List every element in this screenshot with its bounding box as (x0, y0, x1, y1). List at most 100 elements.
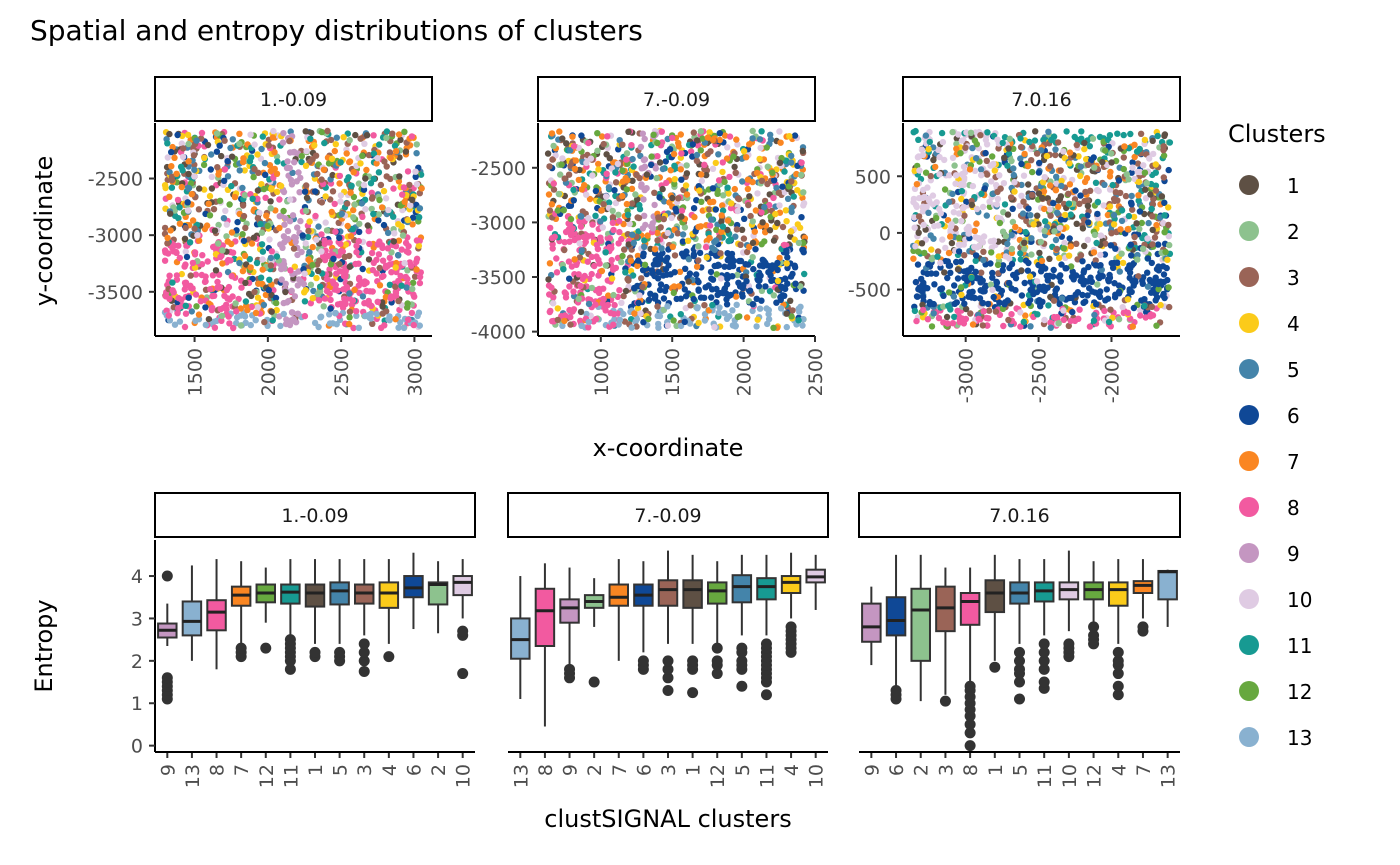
legend-key-6 (1239, 405, 1259, 425)
box-cluster-8 (206, 559, 227, 670)
scatter-point (554, 207, 561, 214)
scatter-point (915, 136, 922, 143)
scatter-point (957, 258, 965, 265)
scatter-point (350, 206, 357, 214)
scatter-point (1131, 233, 1138, 241)
scatter-point (630, 239, 637, 247)
scatter-point (1160, 174, 1168, 181)
scatter-point (1115, 288, 1123, 295)
scatter-point (738, 290, 746, 297)
scatter-point (979, 299, 987, 307)
scatter-point (620, 292, 627, 300)
scatter-point (732, 233, 739, 240)
scatter-point (297, 217, 304, 225)
scatter-point (945, 289, 953, 296)
scatter-point (416, 273, 424, 281)
scatter-point (989, 269, 996, 277)
scatter-point (1137, 312, 1144, 319)
scatter-point (321, 237, 328, 244)
box-cluster-5 (1009, 559, 1030, 705)
scatter-point (642, 221, 649, 229)
scatter-point (399, 232, 407, 239)
legend-key-9 (1239, 543, 1259, 563)
scatter-point (355, 237, 362, 245)
outlier-point (1014, 693, 1025, 705)
scatter-point (181, 263, 188, 270)
scatter-point (567, 313, 574, 321)
scatter-point (395, 252, 402, 259)
scatter-point (566, 275, 573, 282)
scatter-point (370, 259, 377, 266)
scatter-point (972, 234, 979, 241)
box-iqr (861, 602, 882, 643)
scatter-point (556, 128, 563, 135)
scatter-point (581, 272, 588, 280)
scatter-point (239, 184, 246, 192)
scatter-point (660, 295, 668, 302)
scatter-point (326, 320, 334, 327)
scatter-point (763, 144, 770, 151)
scatter-point (1060, 245, 1068, 252)
scatter-point (409, 285, 416, 293)
scatter-point (318, 128, 326, 136)
scatter-point (362, 206, 369, 213)
scatter-point (769, 169, 776, 176)
scatter-point (952, 180, 959, 187)
scatter-point (746, 243, 753, 251)
scatter-point (1020, 239, 1028, 246)
scatter-point (1008, 260, 1016, 268)
outlier-point (1014, 655, 1025, 667)
scatter-point (1084, 161, 1092, 168)
x-tick-label: 12 (707, 764, 729, 788)
scatter-point (745, 201, 752, 209)
scatter-point (738, 226, 746, 233)
scatter-point (655, 320, 662, 328)
scatter-point (733, 301, 740, 308)
scatter-point (173, 249, 180, 256)
scatter-point (933, 214, 940, 222)
scatter-point (320, 303, 327, 310)
scatter-point (730, 153, 737, 160)
scatter-point (1067, 263, 1075, 270)
scatter-point (228, 240, 235, 248)
scatter-point (336, 180, 343, 187)
scatter-point (370, 132, 377, 139)
scatter-point (1041, 316, 1048, 324)
scatter-point (1129, 206, 1136, 213)
scatter-point (946, 262, 954, 269)
scatter-point (989, 274, 996, 281)
scatter-point (600, 201, 607, 208)
box-cluster-6 (403, 552, 424, 630)
scatter-point (299, 232, 306, 239)
scatter-point (604, 301, 611, 309)
scatter-point (981, 284, 989, 291)
scatter-point (246, 256, 253, 263)
scatter-point (1101, 307, 1108, 315)
scatter-point (1141, 302, 1148, 310)
scatter-point (721, 263, 728, 270)
scatter-point (550, 300, 557, 307)
scatter-point (628, 324, 635, 331)
scatter-point (315, 223, 322, 230)
outlier-point (1014, 676, 1025, 688)
scatter-point (674, 230, 681, 237)
scatter-point (632, 318, 639, 325)
scatter-point (676, 268, 684, 275)
scatter-point (286, 196, 294, 203)
scatter-point (384, 245, 392, 252)
x-tick-label: 6 (633, 764, 655, 776)
scatter-point (1097, 262, 1104, 269)
scatter-point (196, 185, 203, 192)
scatter-point (247, 131, 254, 138)
scatter-point (1161, 131, 1169, 138)
scatter-point (940, 319, 947, 326)
scatter-point (344, 222, 351, 230)
scatter-point (1161, 212, 1168, 219)
scatter-point (230, 324, 237, 332)
scatter-point (212, 267, 220, 274)
scatter-point (749, 135, 756, 142)
scatter-point (779, 183, 786, 190)
scatter-point (683, 248, 690, 255)
scatter-point (180, 145, 187, 152)
scatter-point (1028, 251, 1035, 258)
